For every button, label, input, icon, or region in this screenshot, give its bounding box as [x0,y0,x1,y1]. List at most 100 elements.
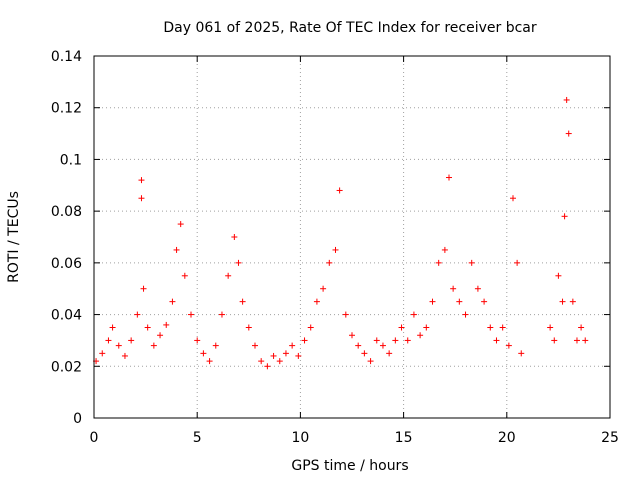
x-tick-label: 10 [291,430,309,446]
data-point [514,259,521,266]
grid [94,56,610,418]
y-axis-label: ROTI / TECUs [6,191,22,283]
data-point [462,311,469,318]
data-point [386,350,393,357]
data-point [392,337,399,344]
data-point [373,337,380,344]
data-point [188,311,195,318]
plot-frame [93,55,611,419]
x-tick-label: 15 [395,430,413,446]
data-point [379,342,386,349]
y-tick-label: 0.02 [51,359,82,375]
data-point [423,324,430,331]
data-point [115,342,122,349]
y-tick-label: 0 [73,411,82,427]
data-point [332,246,339,253]
data-point [450,285,457,292]
data-point [264,363,271,370]
data-point [349,332,355,339]
y-tick-label: 0.06 [51,256,82,272]
data-point [177,221,184,228]
data-point [163,321,170,328]
x-tick-label: 25 [601,430,619,446]
data-point [138,177,145,184]
x-tick-label: 5 [193,430,202,446]
data-point [336,187,343,194]
y-tick-label: 0.12 [51,101,82,117]
data-point [138,195,145,202]
data-point [555,272,562,279]
data-point [509,195,516,202]
data-point [487,324,494,331]
data-point [245,324,252,331]
data-point [194,337,201,344]
data-point [173,246,180,253]
data-point [441,246,448,253]
data-point [569,298,576,305]
chart-title: Day 061 of 2025, Rate Of TEC Index for r… [163,20,537,36]
data-point [276,358,283,365]
data-point [551,337,558,344]
data-point [505,342,512,349]
data-point [499,324,506,331]
data-point [398,324,405,331]
data-points [93,96,589,370]
y-tick-label: 0.04 [51,308,82,324]
data-point [493,337,500,344]
y-tick-label: 0.1 [60,152,82,168]
data-point [518,350,525,357]
data-point [225,272,232,279]
data-point [258,358,265,365]
data-point [231,234,238,240]
data-point [361,350,368,357]
x-tick-label: 20 [498,430,516,446]
data-point [282,350,289,357]
data-point [157,332,164,339]
data-point [320,285,327,292]
data-point [474,285,481,292]
data-point [326,259,333,266]
data-point [559,298,566,305]
data-point [121,352,128,359]
data-point [105,337,112,344]
x-axis-label: GPS time / hours [291,458,408,474]
data-point [128,337,135,344]
data-point [251,342,258,349]
data-point [134,311,141,318]
data-point [468,259,475,266]
data-point [547,324,554,331]
data-point [307,324,314,331]
data-point [561,213,568,220]
data-point [446,174,453,181]
data-point [573,337,580,344]
data-point [140,285,147,292]
data-point [200,350,207,357]
data-point [212,342,219,349]
data-point [355,342,362,349]
data-point [417,332,424,339]
data-point [404,337,411,344]
axis-ticks: 0 5 10 15 20 25 0 0.02 0.04 0.06 0.08 0.1 0.12 0.14 [51,49,619,446]
data-point [410,311,417,318]
data-point [313,298,320,305]
y-tick-label: 0.08 [51,204,82,220]
data-point [206,358,213,365]
data-point [169,298,176,305]
data-point [289,342,296,349]
data-point [563,96,570,103]
data-point [109,324,116,331]
data-point [342,311,349,318]
data-point [367,358,374,365]
data-point [295,352,302,359]
data-point [99,350,106,357]
x-tick-label: 0 [90,430,99,446]
y-tick-label: 0.14 [51,49,82,65]
data-point [481,298,488,305]
data-point [144,324,151,331]
data-point [565,130,572,137]
data-point [301,337,308,344]
data-point [235,259,242,266]
data-point [181,272,188,279]
data-point [218,311,225,318]
